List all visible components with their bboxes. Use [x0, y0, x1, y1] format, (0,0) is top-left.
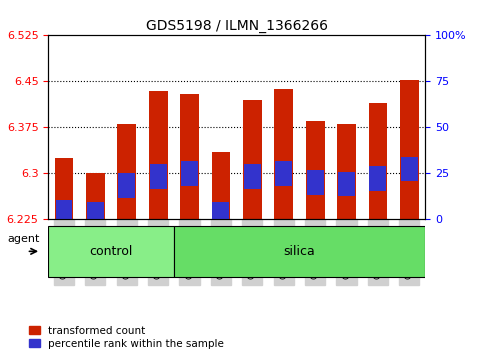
Bar: [117, 124, 136, 219]
Bar: [149, 91, 168, 219]
Bar: [400, 80, 419, 219]
Bar: [213, 202, 229, 227]
Bar: [369, 166, 386, 191]
Title: GDS5198 / ILMN_1366266: GDS5198 / ILMN_1366266: [146, 19, 327, 33]
Bar: [243, 100, 262, 219]
Text: agent: agent: [7, 234, 40, 244]
Legend: transformed count, percentile rank within the sample: transformed count, percentile rank withi…: [29, 326, 224, 349]
Bar: [86, 173, 105, 219]
Bar: [307, 170, 324, 195]
Text: control: control: [89, 245, 133, 258]
Bar: [55, 158, 73, 219]
Bar: [306, 121, 325, 219]
Text: silica: silica: [284, 245, 315, 258]
Bar: [401, 157, 418, 182]
Bar: [180, 94, 199, 219]
Bar: [87, 202, 104, 227]
Bar: [118, 173, 135, 198]
FancyBboxPatch shape: [174, 226, 425, 277]
Bar: [244, 164, 261, 189]
Bar: [150, 164, 167, 189]
Bar: [212, 152, 230, 219]
Bar: [338, 172, 355, 196]
Bar: [56, 200, 72, 224]
Bar: [337, 124, 356, 219]
Bar: [369, 103, 387, 219]
Bar: [275, 161, 292, 186]
FancyBboxPatch shape: [48, 226, 174, 277]
Bar: [181, 161, 198, 186]
Bar: [274, 89, 293, 219]
